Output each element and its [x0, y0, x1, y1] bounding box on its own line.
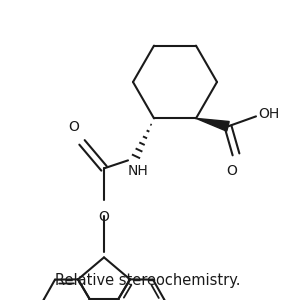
Text: O: O	[69, 120, 80, 134]
Text: O: O	[226, 164, 237, 178]
Text: NH: NH	[128, 164, 148, 178]
Text: OH: OH	[258, 107, 279, 122]
Text: O: O	[99, 210, 110, 224]
Polygon shape	[196, 118, 229, 131]
Text: Relative stereochemistry.: Relative stereochemistry.	[55, 273, 241, 288]
